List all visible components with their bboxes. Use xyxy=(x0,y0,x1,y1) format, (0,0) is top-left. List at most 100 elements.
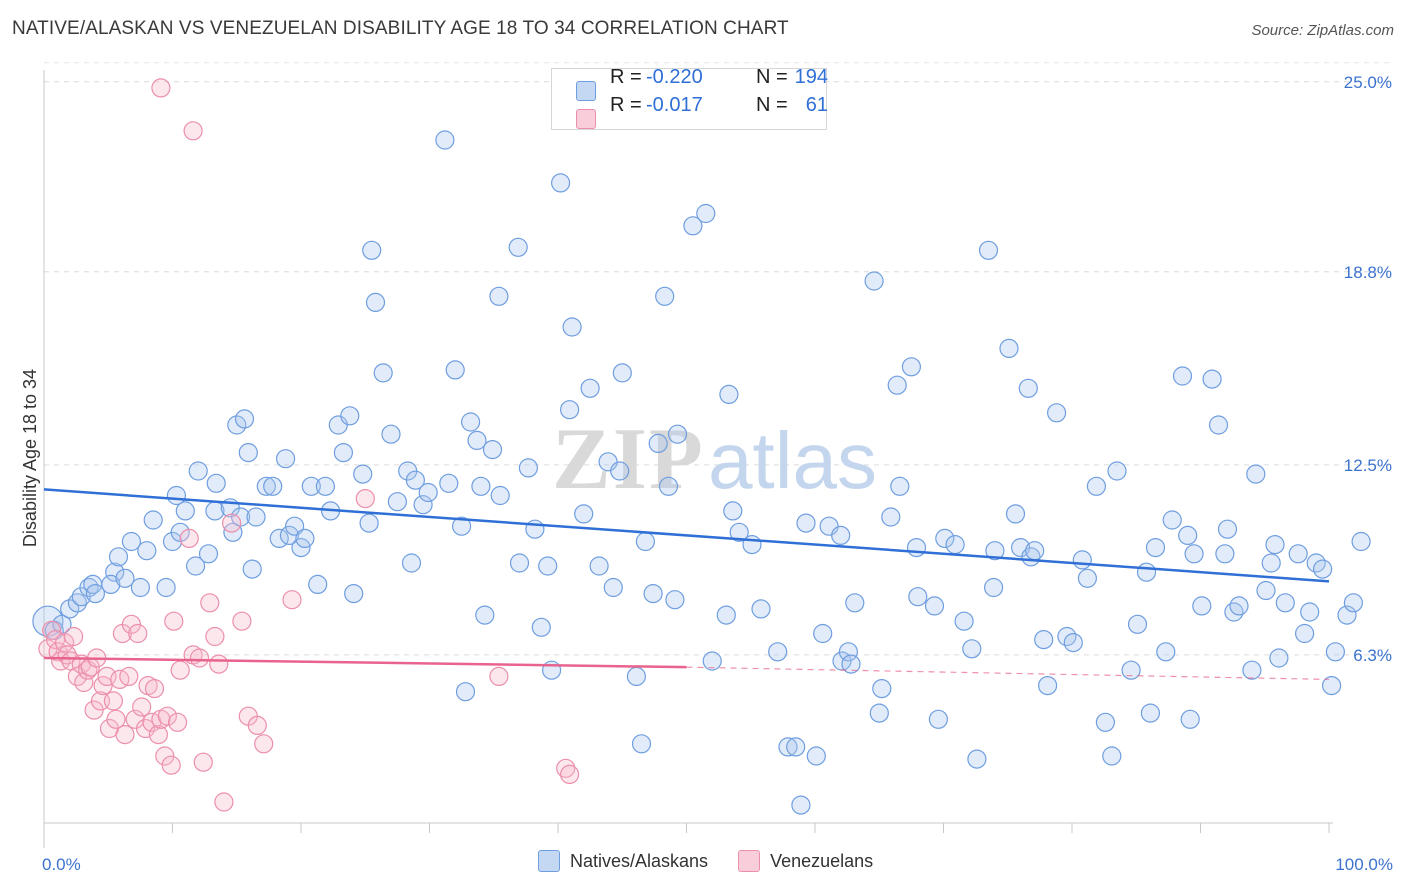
native-point xyxy=(1077,568,1098,588)
native-point xyxy=(291,537,311,558)
native-point xyxy=(612,363,632,383)
native-point xyxy=(439,473,459,493)
native-point xyxy=(1208,415,1229,435)
native-point xyxy=(559,400,580,420)
native-point xyxy=(1325,642,1346,662)
native-point xyxy=(1215,544,1235,564)
native-point xyxy=(610,461,630,481)
native-point xyxy=(924,596,945,616)
stats-n-label: N = xyxy=(756,93,788,116)
native-point xyxy=(1275,593,1295,613)
legend-item-natives[interactable]: Natives/Alaskans xyxy=(538,850,708,872)
native-point xyxy=(1242,660,1262,680)
venezuelan-point xyxy=(164,611,184,631)
native-point xyxy=(60,599,80,619)
native-point xyxy=(413,495,433,515)
native-point xyxy=(333,443,353,463)
native-point xyxy=(475,605,495,625)
native-point xyxy=(635,531,656,552)
y-tick-label: 25.0% xyxy=(1344,73,1392,92)
native-point xyxy=(234,409,255,429)
native-point xyxy=(1178,525,1198,546)
venezuelan-point xyxy=(205,626,225,647)
axes xyxy=(43,70,1333,848)
venezuelan-point xyxy=(222,513,242,533)
native-point xyxy=(1063,632,1083,653)
venezuelan-point xyxy=(148,724,168,745)
native-point xyxy=(461,412,481,432)
venezuelan-point xyxy=(209,654,229,674)
native-point xyxy=(353,464,373,484)
native-point xyxy=(1321,675,1342,696)
native-point xyxy=(702,651,722,671)
native-point xyxy=(108,547,129,567)
native-point xyxy=(999,338,1019,358)
native-point xyxy=(1261,553,1281,573)
native-point xyxy=(518,458,539,478)
native-point xyxy=(1156,642,1176,662)
native-point xyxy=(928,709,949,729)
native-point xyxy=(373,363,393,383)
native-point xyxy=(143,510,163,530)
native-point xyxy=(1343,593,1364,613)
legend-item-venezuelans[interactable]: Venezuelans xyxy=(738,850,873,872)
native-point xyxy=(935,528,955,549)
legend-swatch-venezuelans xyxy=(738,850,761,872)
y-tick-label: 6.3% xyxy=(1353,646,1392,665)
x-tick-label: 0.0% xyxy=(42,855,81,874)
native-point xyxy=(872,678,892,699)
stats-r-value: -0.017 xyxy=(646,93,703,116)
native-point xyxy=(508,237,528,257)
y-tick-label: 18.8% xyxy=(1344,263,1392,282)
native-point xyxy=(813,623,833,644)
native-point xyxy=(603,577,623,598)
native-point xyxy=(791,795,811,815)
native-point xyxy=(716,605,736,625)
native-point xyxy=(1300,602,1320,622)
native-point xyxy=(381,424,401,444)
native-point xyxy=(985,541,1005,561)
native-point xyxy=(1102,746,1122,766)
native-point xyxy=(751,599,771,619)
venezuelan-point xyxy=(232,611,252,631)
native-point xyxy=(729,522,749,542)
native-point xyxy=(340,406,360,426)
native-point xyxy=(648,433,668,453)
native-point xyxy=(983,577,1004,598)
venezuelan-point xyxy=(183,121,203,141)
native-point xyxy=(279,525,299,546)
stats-n-label: N = xyxy=(756,65,788,88)
venezuelan-point xyxy=(115,724,135,745)
venezuelan-point xyxy=(355,489,375,509)
venezuelan-point xyxy=(161,755,181,775)
native-point xyxy=(962,639,982,659)
stats-r-label: R = xyxy=(610,93,642,116)
native-point xyxy=(869,703,889,723)
native-point xyxy=(978,240,999,260)
series-venezuelans xyxy=(38,78,580,812)
native-point xyxy=(205,501,225,521)
native-point xyxy=(482,440,503,460)
y-tick-label: 12.5% xyxy=(1344,456,1392,475)
native-point xyxy=(344,583,364,604)
venezuelan-point xyxy=(559,764,580,785)
native-point xyxy=(175,501,195,521)
native-point xyxy=(626,666,647,687)
venezuelan-point xyxy=(168,712,188,732)
native-point xyxy=(845,593,865,613)
native-point xyxy=(1005,504,1026,524)
native-point xyxy=(1269,648,1289,668)
stats-r-label: R = xyxy=(610,65,642,88)
native-point xyxy=(471,476,491,496)
native-point xyxy=(418,482,438,503)
native-point xyxy=(362,240,382,260)
native-point xyxy=(401,553,422,573)
native-point xyxy=(405,470,425,490)
stats-swatch-natives xyxy=(576,81,596,101)
native-point xyxy=(531,617,551,637)
venezuelan-point xyxy=(189,648,210,668)
venezuelan-point xyxy=(119,666,139,687)
native-point xyxy=(156,577,176,598)
native-point xyxy=(246,507,266,527)
native-point xyxy=(256,476,276,496)
